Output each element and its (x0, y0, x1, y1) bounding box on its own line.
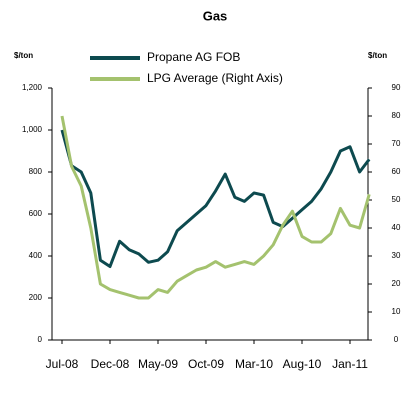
line (60, 129, 371, 268)
x-tick-label: Aug-10 (283, 357, 322, 371)
y2-tick-label: 90 (392, 83, 401, 92)
chart-title: Gas (203, 8, 228, 23)
x-tick-label: Mar-10 (235, 357, 273, 371)
y2-tick-label: 40 (392, 223, 401, 232)
y2-tick-label: 80 (392, 111, 401, 120)
y-axis-label: $/ton (14, 51, 33, 60)
legend-label: Propane AG FOB (147, 50, 240, 64)
y-tick-label: 800 (29, 167, 43, 176)
y2-tick-label: 10 (392, 307, 401, 316)
x-tick-label: Jul-08 (46, 357, 79, 371)
y-tick-label: 1,200 (22, 83, 43, 92)
y2-tick-label: 70 (392, 139, 401, 148)
y2-tick-label: 30 (392, 251, 401, 260)
y2-tick-label: 0 (394, 335, 399, 344)
legend-label: LPG Average (Right Axis) (147, 71, 283, 85)
y-tick-label: 600 (29, 209, 43, 218)
line (60, 115, 371, 300)
y2-tick-label: 50 (392, 195, 401, 204)
x-tick-label: Jan-11 (332, 357, 368, 371)
y-tick-label: 1,000 (22, 125, 43, 134)
x-tick-label: May-09 (138, 357, 178, 371)
y2-tick-label: 20 (392, 279, 401, 288)
y2-tick-label: 60 (392, 167, 401, 176)
x-tick-label: Dec-08 (91, 357, 130, 371)
y-tick-label: 400 (29, 251, 43, 260)
y-tick-label: 200 (29, 293, 43, 302)
y2-axis-label: $/ton (368, 51, 387, 60)
x-tick-label: Oct-09 (188, 357, 224, 371)
y-tick-label: 0 (38, 335, 43, 344)
